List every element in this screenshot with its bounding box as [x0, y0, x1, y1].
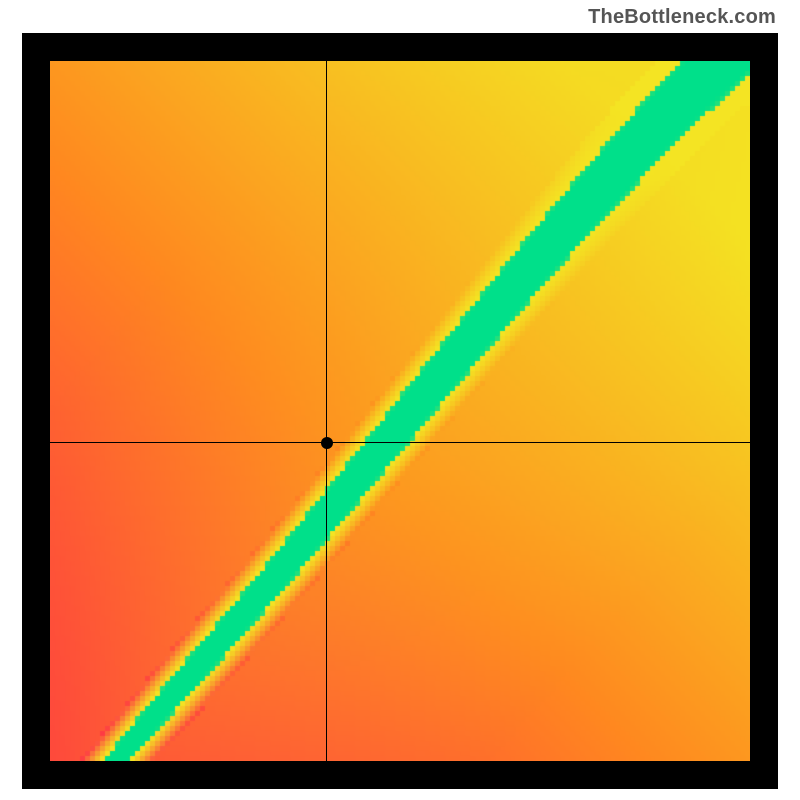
heatmap-canvas: [50, 61, 750, 761]
heatmap-area: [50, 61, 750, 761]
chart-container: TheBottleneck.com: [0, 0, 800, 800]
crosshair-horizontal: [50, 442, 750, 443]
data-point-marker: [321, 437, 333, 449]
crosshair-vertical: [326, 61, 327, 761]
attribution-text: TheBottleneck.com: [588, 6, 776, 29]
